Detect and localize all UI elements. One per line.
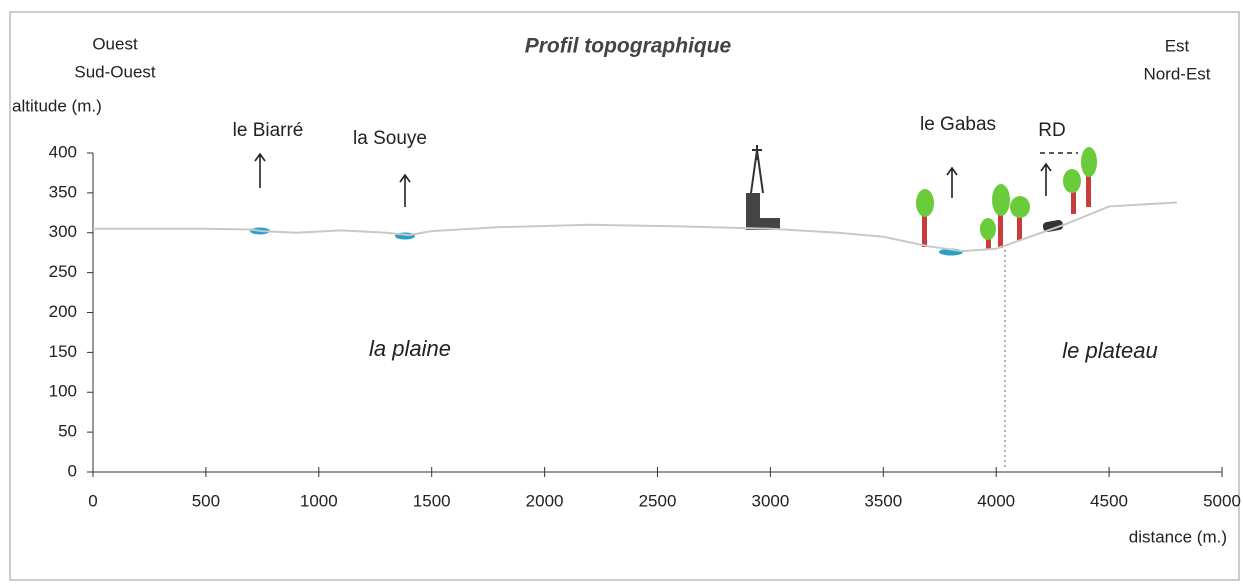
annotation: la Souye (353, 128, 427, 149)
arrows (255, 153, 1078, 207)
x-tick-label: 4000 (977, 491, 1015, 510)
y-tick-label: 200 (49, 302, 77, 321)
y-tick-label: 100 (49, 382, 77, 401)
direction-label: Nord-Est (1143, 64, 1210, 83)
x-tick-label: 5000 (1203, 491, 1241, 510)
region-label: le plateau (1062, 338, 1157, 363)
y-tick-label: 250 (49, 262, 77, 281)
y-tick-label: 150 (49, 342, 77, 361)
y-tick-label: 50 (58, 422, 77, 441)
x-tick-label: 2000 (526, 491, 564, 510)
page: {"chart_data": { "type": "line", "title"… (0, 0, 1243, 585)
x-axis-label: distance (m.) (1129, 527, 1227, 546)
y-tick-label: 0 (68, 461, 77, 480)
y-tick-label: 350 (49, 182, 77, 201)
icons (250, 145, 1097, 256)
direction-label: Est (1165, 36, 1190, 55)
x-tick-label: 3000 (751, 491, 789, 510)
annotation: le Biarré (233, 120, 304, 141)
x-tick-label: 3500 (864, 491, 902, 510)
region-label: la plaine (369, 336, 451, 361)
y-axis-label: altitude (m.) (12, 96, 102, 115)
chart: Profil topographique Ouest Sud-Ouest Est… (0, 0, 1243, 585)
y-tick-label: 400 (49, 142, 77, 161)
x-tick-label: 1000 (300, 491, 338, 510)
x-tick-label: 4500 (1090, 491, 1128, 510)
y-tick-label: 300 (49, 222, 77, 241)
annotation: RD (1038, 120, 1065, 141)
direction-label: Ouest (92, 34, 138, 53)
x-tick-label: 0 (88, 491, 97, 510)
chart-title: Profil topographique (525, 35, 732, 58)
x-tick-label: 1500 (413, 491, 451, 510)
annotation: le Gabas (920, 114, 996, 135)
x-tick-label: 2500 (639, 491, 677, 510)
direction-label: Sud-Ouest (74, 62, 156, 81)
x-tick-label: 500 (192, 491, 220, 510)
